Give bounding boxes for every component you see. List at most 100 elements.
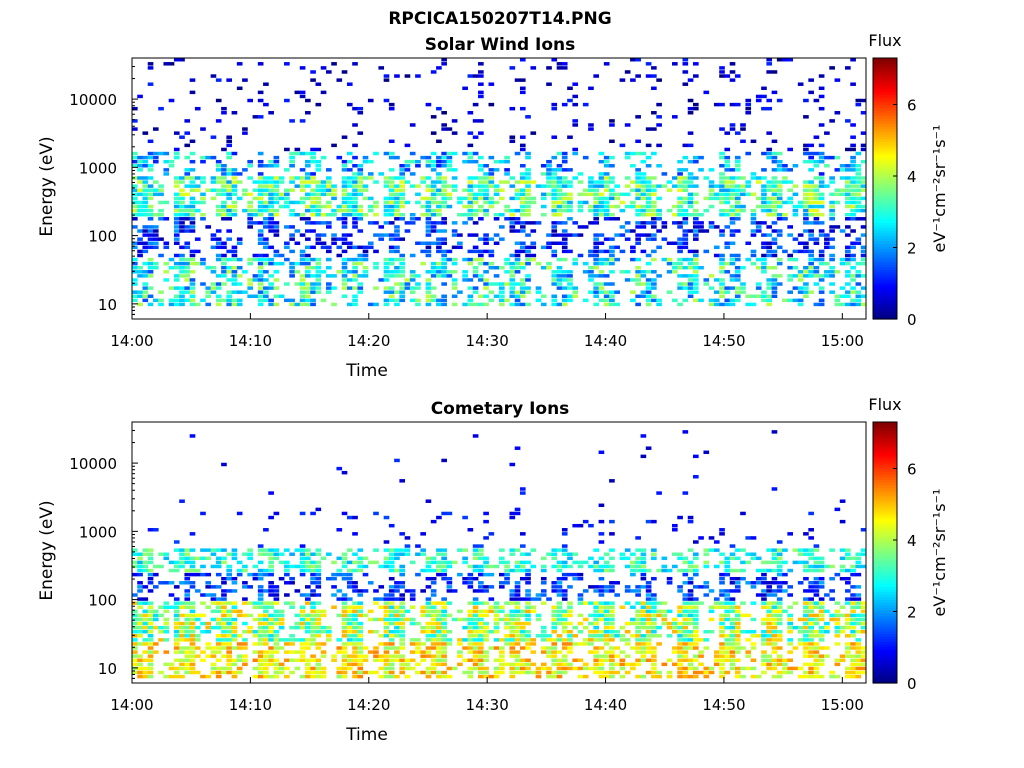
- spectrogram-cell: [341, 176, 348, 180]
- spectrogram-cell: [614, 646, 620, 650]
- spectrogram-cell: [561, 294, 568, 298]
- spectrogram-cell: [257, 208, 264, 213]
- spectrogram-cell: [268, 593, 274, 597]
- spectrogram-cell: [593, 212, 600, 217]
- spectrogram-cell: [488, 180, 495, 184]
- spectrogram-cell: [818, 257, 825, 262]
- spectrogram-cell: [509, 208, 516, 213]
- spectrogram-cell: [179, 245, 185, 250]
- spectrogram-cell: [263, 286, 269, 290]
- spectrogram-cell: [467, 298, 474, 303]
- spectrogram-cell: [362, 253, 369, 258]
- spectrogram-cell: [205, 621, 212, 626]
- spectrogram-cell: [824, 261, 830, 266]
- spectrogram-cell: [215, 208, 222, 213]
- spectrogram-cell: [132, 261, 138, 266]
- spectrogram-cell: [236, 290, 243, 294]
- spectrogram-cell: [441, 221, 447, 225]
- spectrogram-cell: [341, 560, 348, 565]
- spectrogram-cell: [813, 159, 820, 164]
- spectrogram-cell: [346, 212, 353, 217]
- spectrogram-cell: [734, 196, 741, 201]
- spectrogram-cell: [189, 629, 196, 634]
- spectrogram-cell: [320, 670, 327, 675]
- spectrogram-cell: [310, 196, 316, 201]
- spectrogram-cell: [310, 572, 316, 577]
- spectrogram-cell: [194, 200, 201, 205]
- spectrogram-cell: [845, 119, 851, 123]
- spectrogram-cell: [661, 613, 668, 618]
- spectrogram-cell: [173, 204, 180, 209]
- spectrogram-cell: [215, 560, 222, 565]
- spectrogram-cell: [609, 589, 615, 593]
- spectrogram-cell: [221, 253, 227, 258]
- spectrogram-cell: [692, 605, 699, 609]
- spectrogram-cell: [645, 298, 652, 303]
- spectrogram-cell: [803, 245, 809, 250]
- spectrogram-cell: [514, 654, 521, 658]
- spectrogram-cell: [226, 576, 233, 581]
- spectrogram-cell: [268, 302, 274, 307]
- colorbar-frame: [872, 57, 898, 320]
- spectrogram-cell: [305, 629, 311, 634]
- spectrogram-cell: [189, 662, 196, 667]
- spectrogram-cell: [540, 601, 547, 605]
- spectrogram-cell: [598, 638, 605, 642]
- spectrogram-cell: [635, 274, 641, 278]
- spectrogram-cell: [509, 609, 516, 614]
- spectrogram-cell: [530, 241, 537, 245]
- spectrogram-cell: [436, 106, 442, 111]
- spectrogram-cell: [341, 576, 348, 581]
- spectrogram-cell: [132, 629, 138, 634]
- spectrogram-cell: [624, 237, 631, 241]
- colorbar-step: [873, 68, 897, 72]
- spectrogram-cell: [609, 548, 615, 552]
- spectrogram-cell: [352, 302, 358, 307]
- spectrogram-cell: [839, 257, 846, 262]
- spectrogram-cell: [677, 249, 683, 254]
- spectrogram-cell: [173, 225, 180, 229]
- spectrogram-cell: [430, 265, 437, 270]
- spectrogram-cell: [132, 217, 138, 221]
- spectrogram-cell: [184, 172, 191, 176]
- spectrogram-cell: [310, 552, 316, 556]
- spectrogram-cell: [556, 613, 563, 618]
- spectrogram-cell: [147, 617, 154, 622]
- spectrogram-cell: [556, 568, 563, 573]
- spectrogram-cell: [514, 634, 521, 638]
- spectrogram-cell: [179, 253, 185, 258]
- spectrogram-cell: [436, 658, 442, 662]
- spectrogram-cell: [289, 188, 295, 192]
- spectrogram-cell: [839, 168, 846, 172]
- spectrogram-cell: [577, 601, 584, 605]
- spectrogram-cell: [200, 196, 206, 201]
- colorbar-step: [873, 258, 897, 263]
- spectrogram-cell: [383, 184, 390, 188]
- spectrogram-cell: [519, 609, 526, 614]
- spectrogram-cell: [415, 646, 421, 650]
- spectrogram-cell: [299, 233, 306, 237]
- spectrogram-cell: [540, 650, 547, 654]
- spectrogram-cell: [362, 654, 369, 658]
- spectrogram-cell: [142, 585, 149, 589]
- spectrogram-cell: [514, 581, 521, 585]
- spectrogram-cell: [509, 568, 516, 573]
- spectrogram-cell: [357, 168, 364, 172]
- spectrogram-cell: [845, 196, 851, 201]
- spectrogram-cell: [268, 654, 274, 658]
- spectrogram-cell: [189, 282, 196, 286]
- spectrogram-cell: [525, 629, 531, 634]
- spectrogram-cell: [818, 302, 825, 307]
- spectrogram-cell: [645, 290, 652, 294]
- spectrogram-cell: [315, 257, 322, 262]
- spectrogram-cell: [509, 270, 516, 274]
- spectrogram-cell: [483, 176, 489, 180]
- spectrogram-cell: [378, 597, 385, 601]
- spectrogram-cell: [619, 662, 626, 667]
- spectrogram-cell: [278, 294, 285, 298]
- spectrogram-cell: [776, 257, 783, 262]
- spectrogram-cell: [577, 613, 584, 618]
- spectrogram-cell: [352, 532, 358, 536]
- spectrogram-cell: [378, 642, 385, 646]
- spectrogram-cell: [331, 143, 337, 148]
